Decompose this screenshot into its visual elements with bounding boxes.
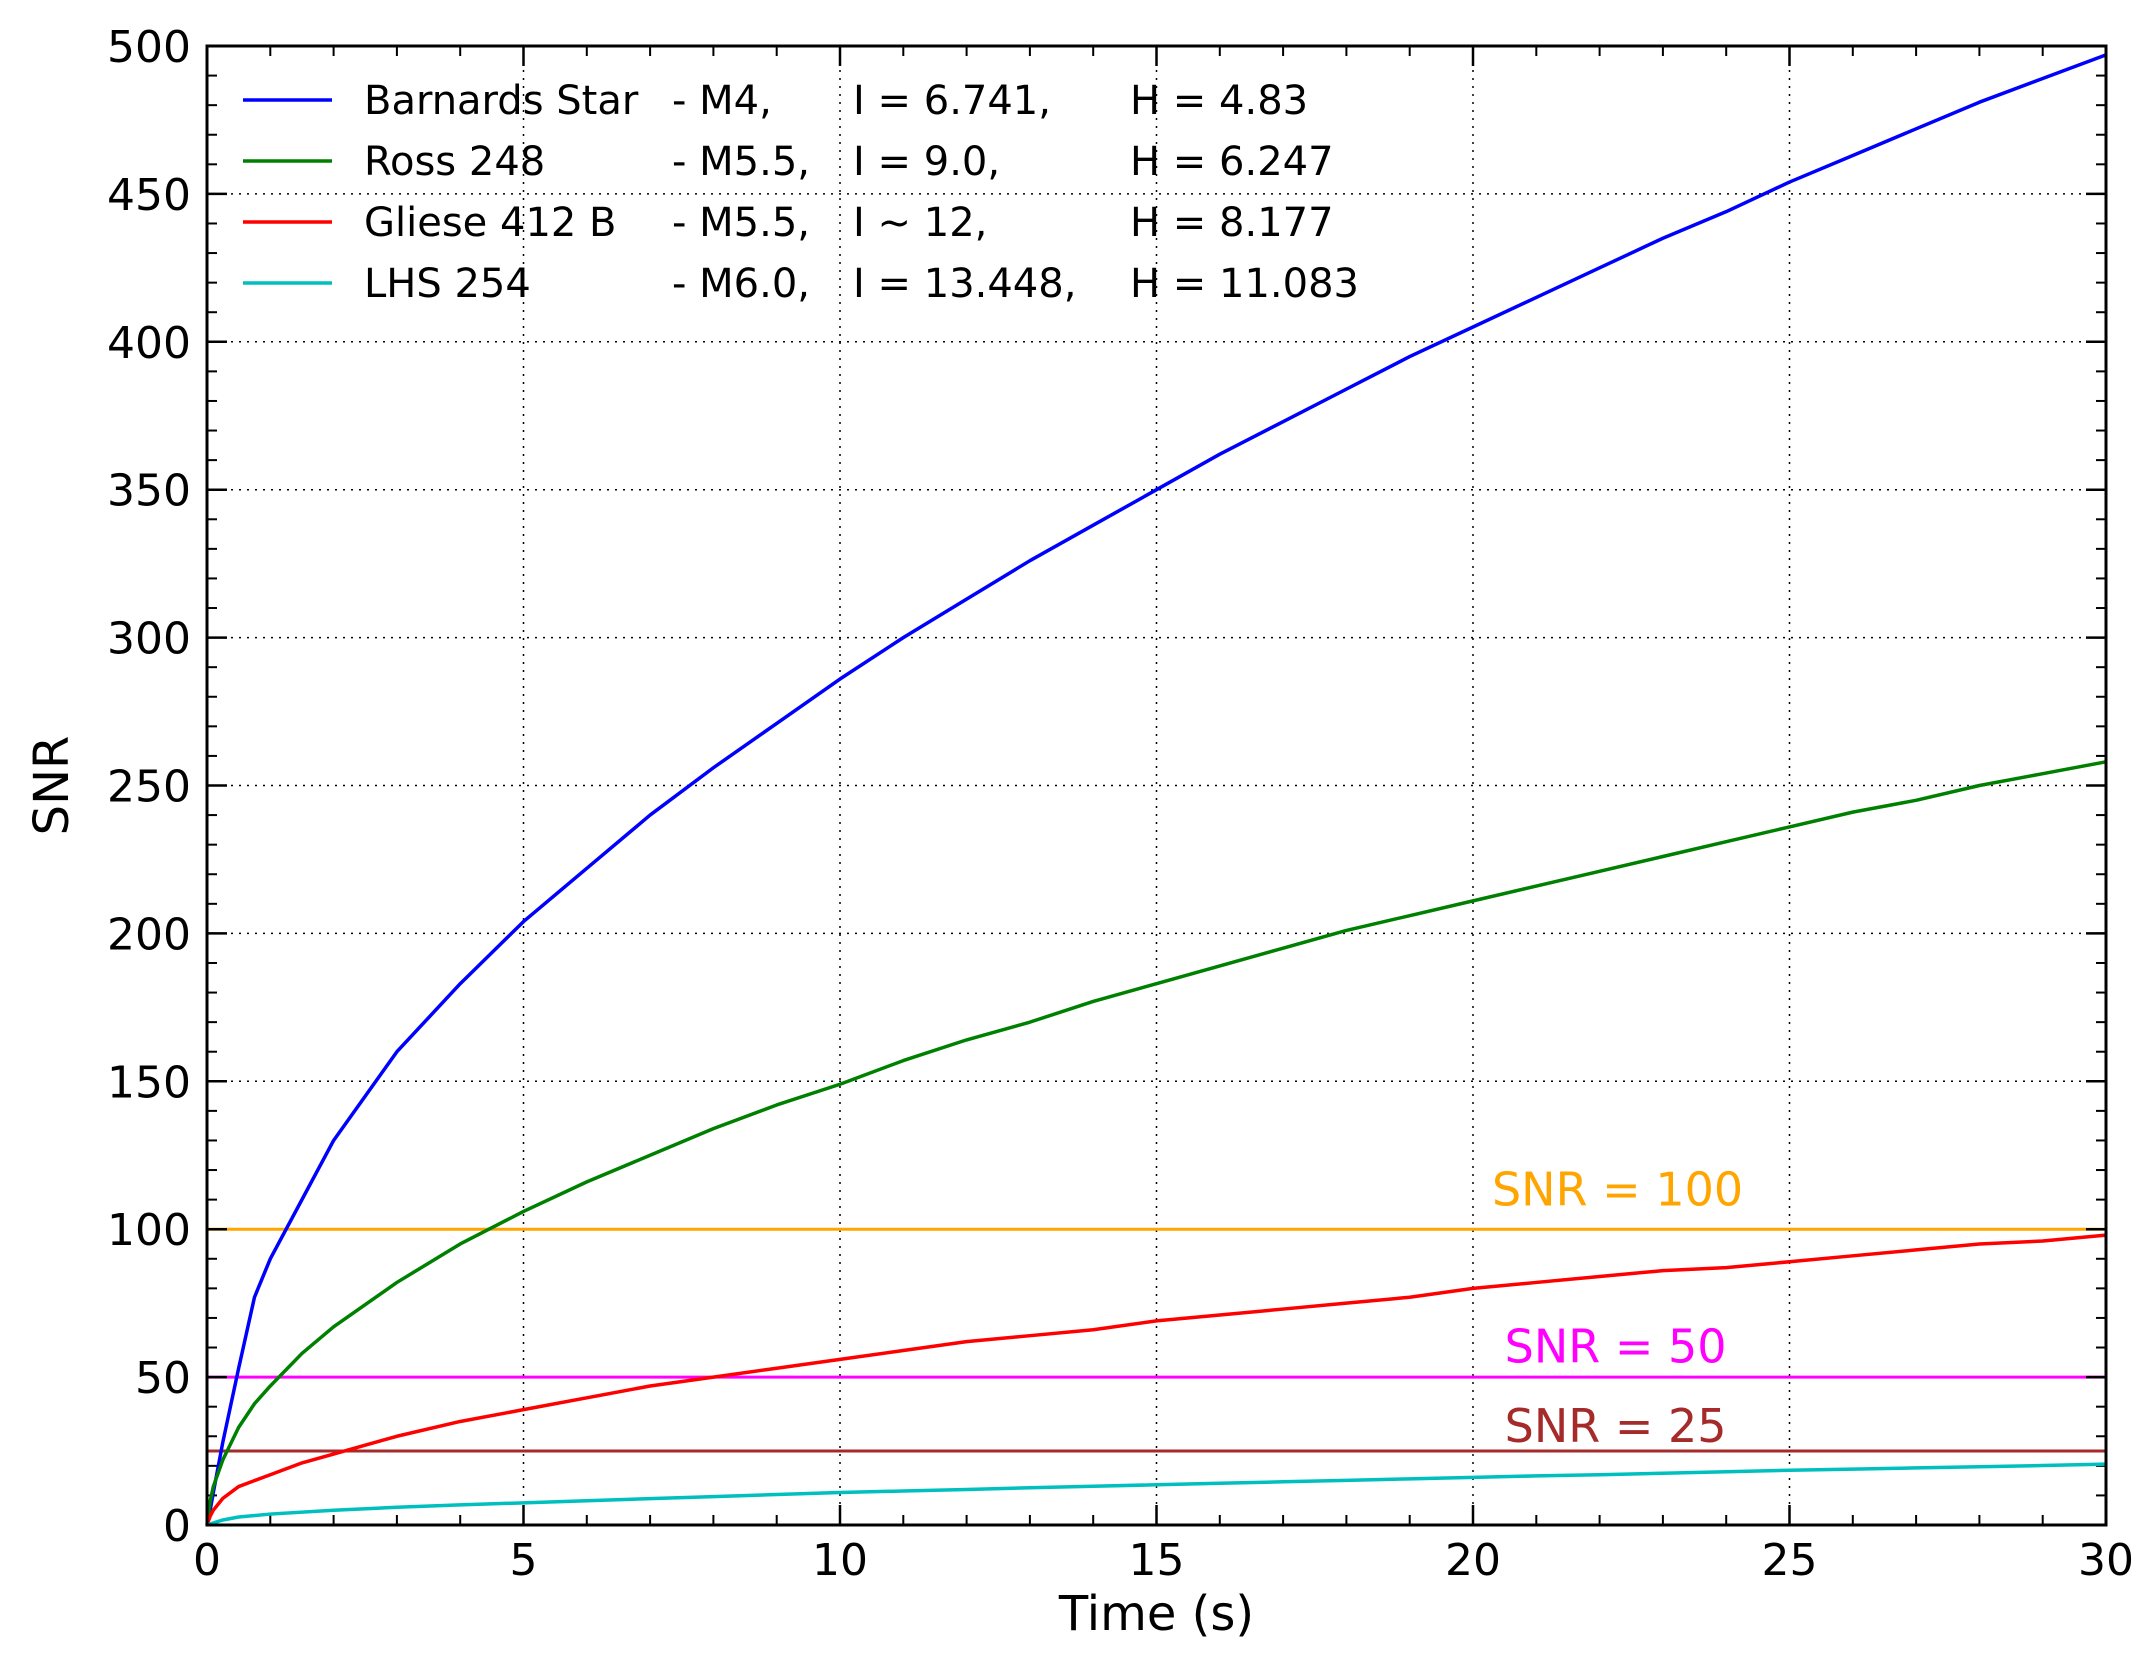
x-tick-labels: 0 5 10 15 20 25 30 [193, 1535, 2134, 1586]
series-line-3 [206, 1462, 2107, 1527]
reference-line-label-2: SNR = 25 [1505, 1399, 1727, 1453]
x-tick-label: 0 [193, 1535, 221, 1586]
y-tick-label: 150 [107, 1057, 191, 1108]
legend-label-1-2: I = 9.0, [853, 139, 1000, 185]
legend-label-2-0: Gliese 412 B [364, 200, 617, 246]
reference-line-labels: SNR = 100 SNR = 50 SNR = 25 [1492, 1163, 1743, 1454]
series-line-1 [205, 760, 2107, 1526]
x-axis-title: Time (s) [1058, 1586, 1254, 1642]
y-tick-label: 450 [107, 170, 191, 221]
legend-label-0-3: H = 4.83 [1130, 78, 1308, 124]
reference-line-label-0: SNR = 100 [1492, 1163, 1743, 1217]
x-tick-label: 20 [1445, 1535, 1501, 1586]
series-line-2 [205, 1233, 2107, 1526]
y-tick-label: 0 [163, 1501, 191, 1552]
reference-line-label-1: SNR = 50 [1505, 1319, 1727, 1373]
legend-label-0-2: I = 6.741, [853, 78, 1051, 124]
x-tick-label: 10 [812, 1535, 868, 1586]
x-tick-label: 25 [1762, 1535, 1818, 1586]
x-tick-label: 30 [2078, 1535, 2134, 1586]
grid [207, 46, 2106, 1525]
y-tick-label: 250 [107, 762, 191, 813]
y-tick-label: 350 [107, 466, 191, 517]
major-ticks [205, 44, 2108, 1527]
y-tick-labels: 0 50 100 150 200 250 300 350 400 450 500 [107, 22, 191, 1552]
y-tick-label: 500 [107, 22, 191, 73]
legend-label-1-0: Ross 248 [364, 139, 545, 185]
y-tick-label: 300 [107, 614, 191, 665]
y-tick-label: 200 [107, 909, 191, 960]
y-tick-label: 400 [107, 318, 191, 369]
legend-label-2-1: - M5.5, [672, 200, 810, 246]
legend: Barnards Star - M4, I = 6.741, H = 4.83 Ross… [243, 78, 1359, 307]
x-tick-label: 5 [510, 1535, 538, 1586]
legend-label-0-1: - M4, [672, 78, 772, 124]
reference-lines [207, 1227, 2106, 1453]
legend-label-0-0: Barnards Star [364, 78, 639, 124]
y-tick-label: 100 [107, 1205, 191, 1256]
series-line-0 [205, 53, 2107, 1526]
legend-label-3-3: H = 11.083 [1130, 261, 1359, 307]
legend-label-1-1: - M5.5, [672, 139, 810, 185]
legend-label-2-3: H = 8.177 [1130, 200, 1334, 246]
y-axis-title: SNR [24, 736, 80, 836]
y-tick-label: 50 [135, 1353, 191, 1404]
legend-label-3-2: I = 13.448, [853, 261, 1076, 307]
data-series [205, 53, 2107, 1527]
legend-label-3-0: LHS 254 [364, 261, 531, 307]
legend-label-1-3: H = 6.247 [1130, 139, 1334, 185]
legend-label-2-2: I ~ 12, [853, 200, 987, 246]
x-tick-label: 15 [1129, 1535, 1185, 1586]
legend-label-3-1: - M6.0, [672, 261, 810, 307]
